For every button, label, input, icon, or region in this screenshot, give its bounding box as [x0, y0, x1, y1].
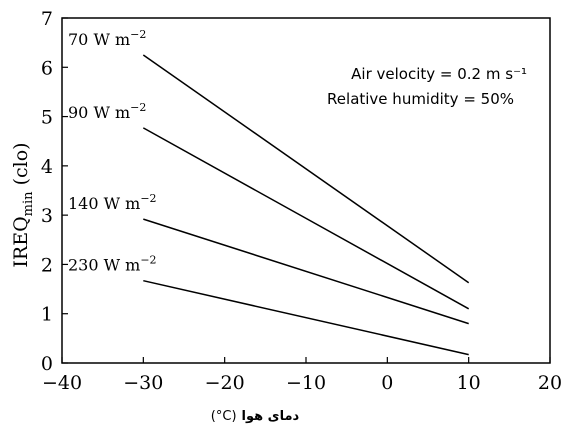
x-tick-label: 10 — [457, 372, 481, 394]
series-line — [143, 218, 469, 325]
series-label: 70 W m−2 — [68, 28, 146, 49]
x-tick-label: −30 — [123, 372, 163, 394]
series-label: 230 W m−2 — [68, 254, 157, 275]
y-tick-label: 0 — [41, 353, 53, 375]
x-axis-label: (°C) دمای هوا — [211, 409, 300, 424]
x-axis-label-unit: (°C) — [211, 409, 237, 424]
x-axis-ticks: −40 −30 −20 −10 0 10 20 — [42, 357, 562, 394]
series-label: 90 W m−2 — [68, 101, 146, 122]
y-axis-label: IREQmin (clo) — [10, 142, 36, 267]
x-tick-label: −10 — [286, 372, 326, 394]
y-tick-label: 6 — [41, 57, 53, 79]
annotation-humidity: Relative humidity = 50% — [327, 90, 514, 108]
x-tick-label: −20 — [205, 372, 245, 394]
y-axis-label-subscript: min — [21, 191, 36, 216]
y-tick-label: 7 — [41, 8, 53, 30]
series-line — [142, 54, 470, 284]
series-labels: 70 W m−2 90 W m−2 140 W m−2 230 W m−2 — [68, 28, 157, 275]
annotation-box: Air velocity = 0.2 m s⁻¹ Relative humidi… — [327, 65, 527, 108]
annotation-air-velocity: Air velocity = 0.2 m s⁻¹ — [351, 65, 527, 83]
y-tick-label: 4 — [41, 156, 53, 178]
x-tick-label: 0 — [381, 372, 393, 394]
x-tick-label: −40 — [42, 372, 82, 394]
x-axis-label-persian: دمای هوا — [242, 409, 300, 424]
y-tick-label: 3 — [41, 205, 53, 227]
series-label: 140 W m−2 — [68, 192, 157, 213]
y-axis-ticks: 0 1 2 3 4 5 6 7 — [41, 8, 68, 375]
y-axis-label-main: IREQ — [10, 216, 32, 267]
series-line — [142, 127, 470, 310]
y-axis-label-unit: (clo) — [10, 142, 32, 185]
series-line — [143, 279, 469, 356]
y-tick-label: 2 — [41, 254, 53, 276]
y-tick-label: 1 — [41, 304, 53, 326]
series-lines — [142, 54, 470, 356]
y-tick-label: 5 — [41, 107, 53, 129]
x-tick-label: 20 — [538, 372, 562, 394]
